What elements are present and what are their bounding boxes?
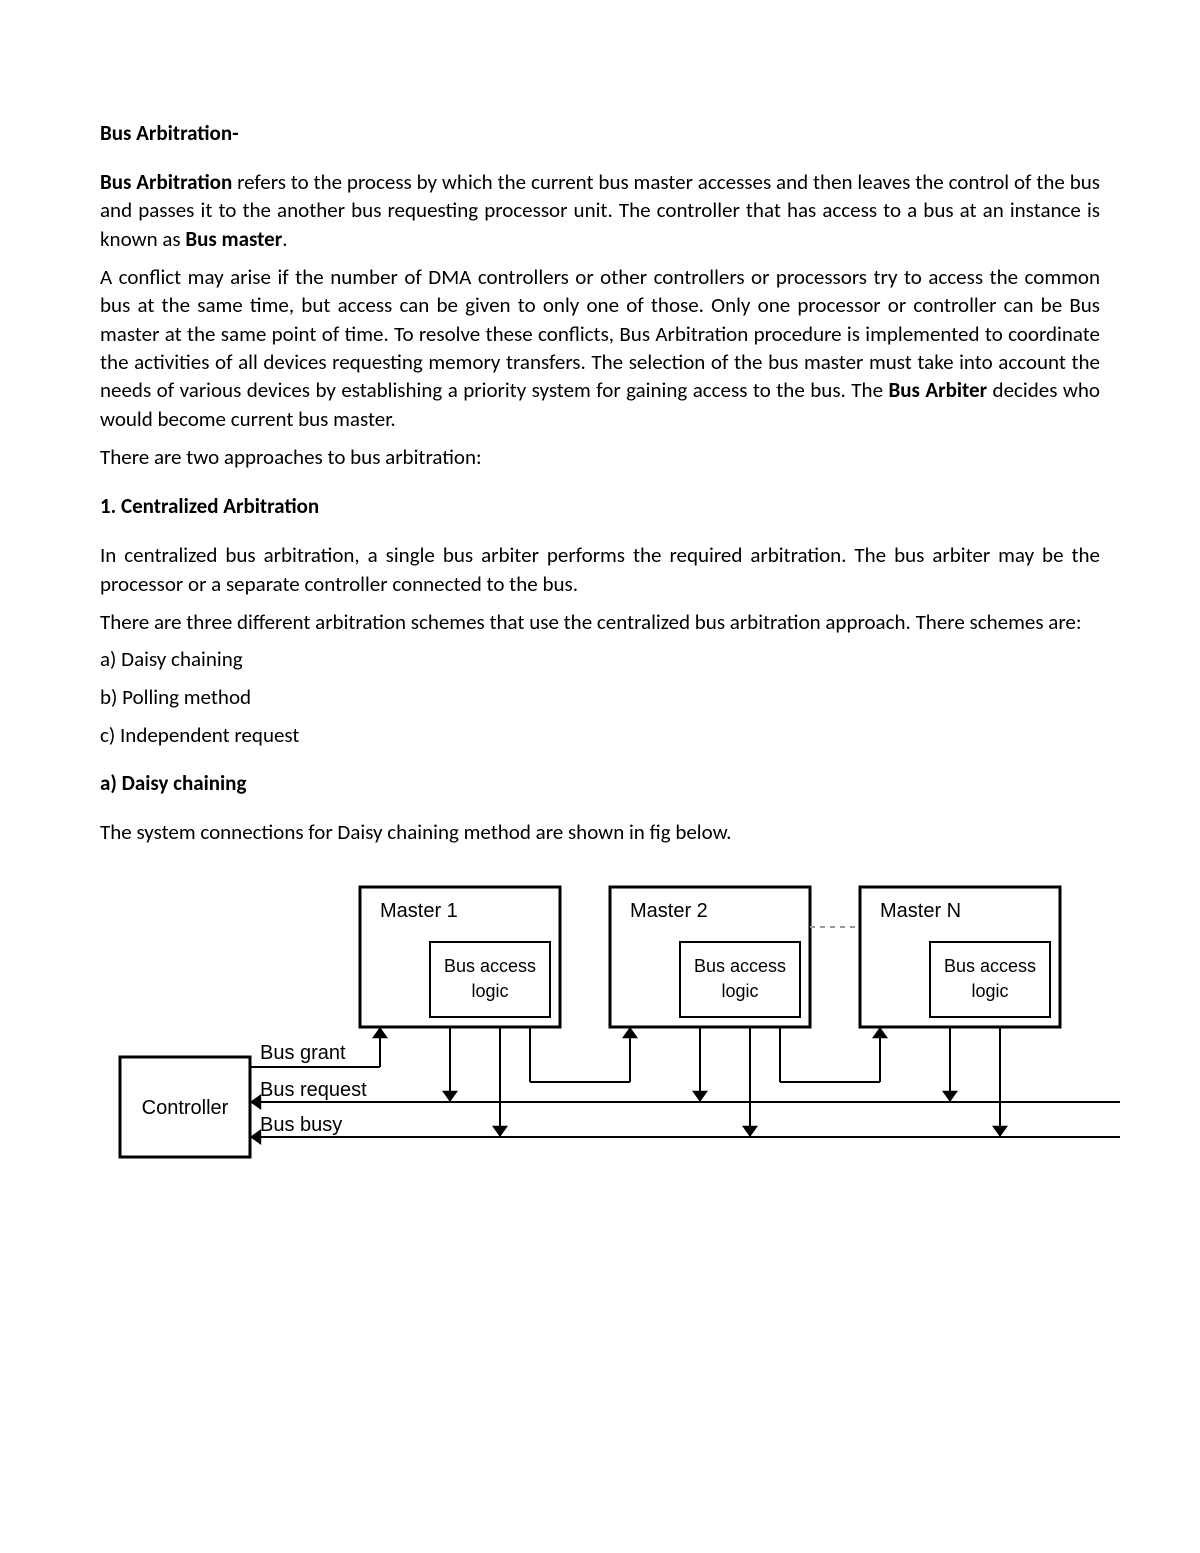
centralized-schemes-line: There are three different arbitration sc… — [100, 608, 1100, 636]
svg-text:Bus grant: Bus grant — [260, 1042, 346, 1064]
intro-text-2: . — [282, 226, 287, 252]
diagram-svg: Master 1 Bus access logic Master 2 Bus acces… — [100, 877, 1120, 1217]
daisy-intro-line: The system connections for Daisy chainin… — [100, 818, 1100, 846]
list-item-a: a) Daisy chaining — [100, 646, 1100, 672]
heading-centralized: 1. Centralized Arbitration — [100, 493, 1100, 519]
svg-text:Bus request: Bus request — [260, 1079, 367, 1101]
svg-text:logic: logic — [721, 981, 758, 1001]
svg-text:Bus access: Bus access — [444, 956, 536, 976]
intro-paragraph: Bus Arbitration refers to the process by… — [100, 168, 1100, 253]
svg-text:Master 1: Master 1 — [380, 900, 458, 922]
page-title: Bus Arbitration- — [100, 120, 1100, 146]
list-item-b: b) Polling method — [100, 684, 1100, 710]
list-item-c: c) Independent request — [100, 722, 1100, 748]
svg-text:Bus access: Bus access — [944, 956, 1036, 976]
svg-text:Bus busy: Bus busy — [260, 1114, 342, 1136]
bold-term-bus-arbitration: Bus Arbitration — [100, 169, 232, 195]
svg-text:logic: logic — [971, 981, 1008, 1001]
svg-text:Master N: Master N — [880, 900, 961, 922]
bold-term-bus-arbiter: Bus Arbiter — [889, 377, 988, 403]
approaches-line: There are two approaches to bus arbitrat… — [100, 443, 1100, 471]
daisy-chaining-diagram: Master 1 Bus access logic Master 2 Bus acces… — [100, 877, 1100, 1217]
bold-term-bus-master: Bus master — [185, 226, 282, 252]
svg-text:Master 2: Master 2 — [630, 900, 708, 922]
svg-text:Bus access: Bus access — [694, 956, 786, 976]
heading-daisy-chaining: a) Daisy chaining — [100, 770, 1100, 796]
conflict-paragraph: A conflict may arise if the number of DM… — [100, 263, 1100, 433]
centralized-paragraph: In centralized bus arbitration, a single… — [100, 541, 1100, 598]
svg-text:Controller: Controller — [142, 1097, 229, 1119]
document-page: Bus Arbitration- Bus Arbitration refers … — [0, 0, 1200, 1277]
svg-text:logic: logic — [471, 981, 508, 1001]
